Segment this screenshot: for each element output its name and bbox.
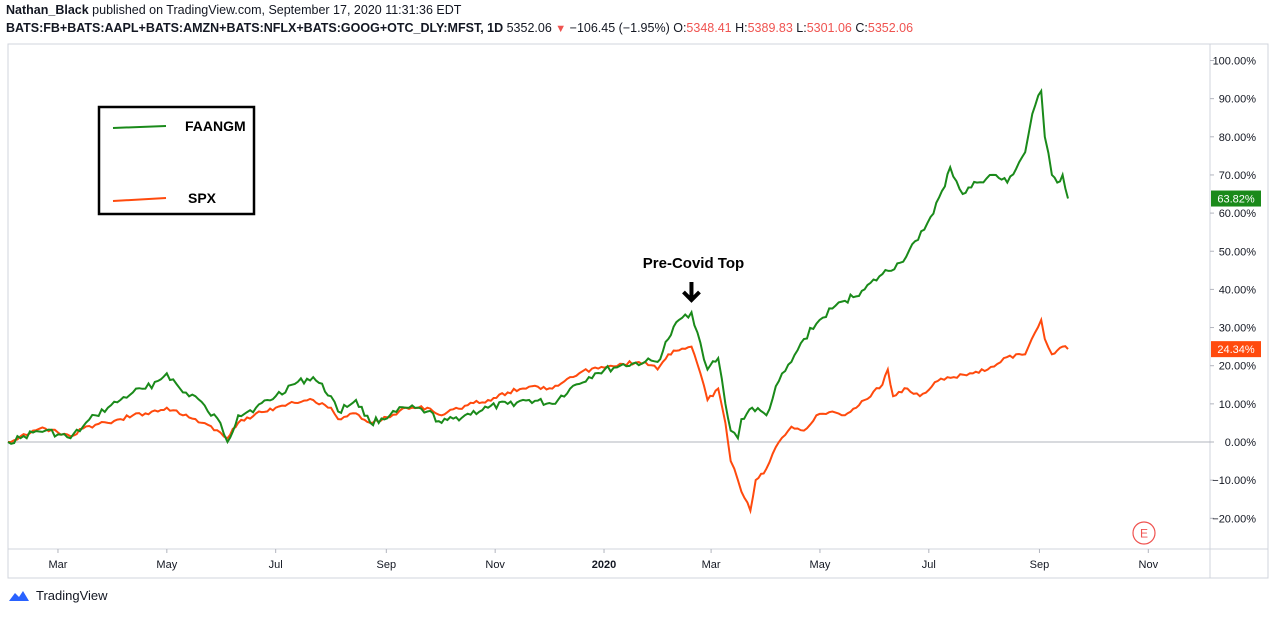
y-tick-label: 10.00% — [1219, 399, 1257, 411]
y-tick-label: 80.00% — [1219, 132, 1257, 144]
footer-brand[interactable]: TradingView — [36, 588, 108, 603]
price-change: −106.45 (−1.95%) — [569, 21, 670, 35]
y-tick-label: 30.00% — [1219, 323, 1257, 335]
down-arrow-icon — [682, 282, 701, 303]
high-label: H: — [735, 21, 748, 35]
series-line-faangm — [7, 88, 1069, 445]
last-value-faangm-bg — [1211, 190, 1261, 207]
y-tick-label: 50.00% — [1219, 246, 1257, 258]
symbol-name: BATS:FB+BATS:AAPL+BATS:AMZN+BATS:NFLX+BA… — [6, 21, 504, 35]
legend: FAANGM SPX — [97, 105, 256, 216]
publish-info: Nathan_Black published on TradingView.co… — [6, 3, 461, 17]
x-tick-label: Jul — [922, 559, 936, 571]
footer: TradingView — [8, 588, 108, 603]
y-tick-label: 100.00% — [1213, 56, 1257, 68]
y-tick-label: 40.00% — [1219, 284, 1257, 296]
y-tick-label: 20.00% — [1219, 361, 1257, 373]
open-label: O: — [673, 21, 687, 35]
y-tick-label: −20.00% — [1212, 513, 1256, 525]
earnings-marker-label: E — [1140, 527, 1148, 541]
x-tick-label: May — [156, 559, 177, 571]
tradingview-logo-icon — [9, 590, 29, 601]
y-tick-label: −10.00% — [1212, 475, 1256, 487]
close-label: C: — [855, 21, 868, 35]
legend-box — [97, 105, 256, 216]
legend-label-faangm: FAANGM — [185, 118, 246, 134]
series-line-spx — [7, 316, 1069, 515]
annotation-pre-covid-top: Pre-Covid Top — [643, 255, 744, 272]
legend-swatch-spx — [112, 197, 167, 202]
low-value: 5301.06 — [806, 21, 852, 35]
symbol-info: BATS:FB+BATS:AAPL+BATS:AMZN+BATS:NFLX+BA… — [6, 21, 913, 35]
last-value-faangm-text: 63.82% — [1217, 194, 1255, 206]
x-tick-label: Nov — [1139, 559, 1159, 571]
y-tick-label: 60.00% — [1219, 208, 1257, 220]
last-value-spx-bg — [1211, 341, 1261, 358]
x-axis-ticks: Mar May Jul Sep Nov 2020 Mar May Jul Sep Nov — [48, 549, 1159, 571]
x-tick-label: 2020 — [592, 559, 616, 571]
legend-label-spx: SPX — [188, 190, 217, 206]
x-tick-label: Jul — [269, 559, 283, 571]
last-price: 5352.06 — [506, 21, 552, 35]
legend-swatch-faangm — [112, 125, 167, 129]
author-name[interactable]: Nathan_Black — [6, 3, 89, 17]
earnings-marker[interactable]: E — [1132, 521, 1156, 545]
price-scale-frame — [1209, 43, 1269, 550]
low-label: L: — [796, 21, 807, 35]
close-value: 5352.06 — [867, 21, 914, 35]
x-tick-label: Sep — [1030, 559, 1050, 571]
x-tick-label: Nov — [485, 559, 505, 571]
x-tick-label: Sep — [377, 559, 397, 571]
y-tick-label: 70.00% — [1219, 170, 1257, 182]
scale-corner — [1209, 548, 1269, 579]
y-tick-label: 90.00% — [1219, 94, 1257, 106]
x-tick-label: May — [810, 559, 831, 571]
published-text: published on TradingView.com, September … — [92, 3, 462, 17]
earnings-icon[interactable] — [1132, 521, 1156, 545]
x-tick-label: Mar — [702, 559, 721, 571]
high-value: 5389.83 — [747, 21, 793, 35]
down-arrow-icon: ▼ — [555, 23, 567, 35]
last-value-spx-text: 24.34% — [1217, 344, 1255, 356]
y-tick-label: 0.00% — [1225, 437, 1256, 449]
x-tick-label: Mar — [48, 559, 67, 571]
y-axis-ticks: 100.00% 90.00% 80.00% 70.00% 60.00% 50.00% 40.… — [1210, 56, 1257, 525]
last-value-faangm: 63.82% — [1211, 190, 1261, 207]
last-value-spx: 24.34% — [1211, 341, 1261, 358]
open-value: 5348.41 — [686, 21, 732, 35]
